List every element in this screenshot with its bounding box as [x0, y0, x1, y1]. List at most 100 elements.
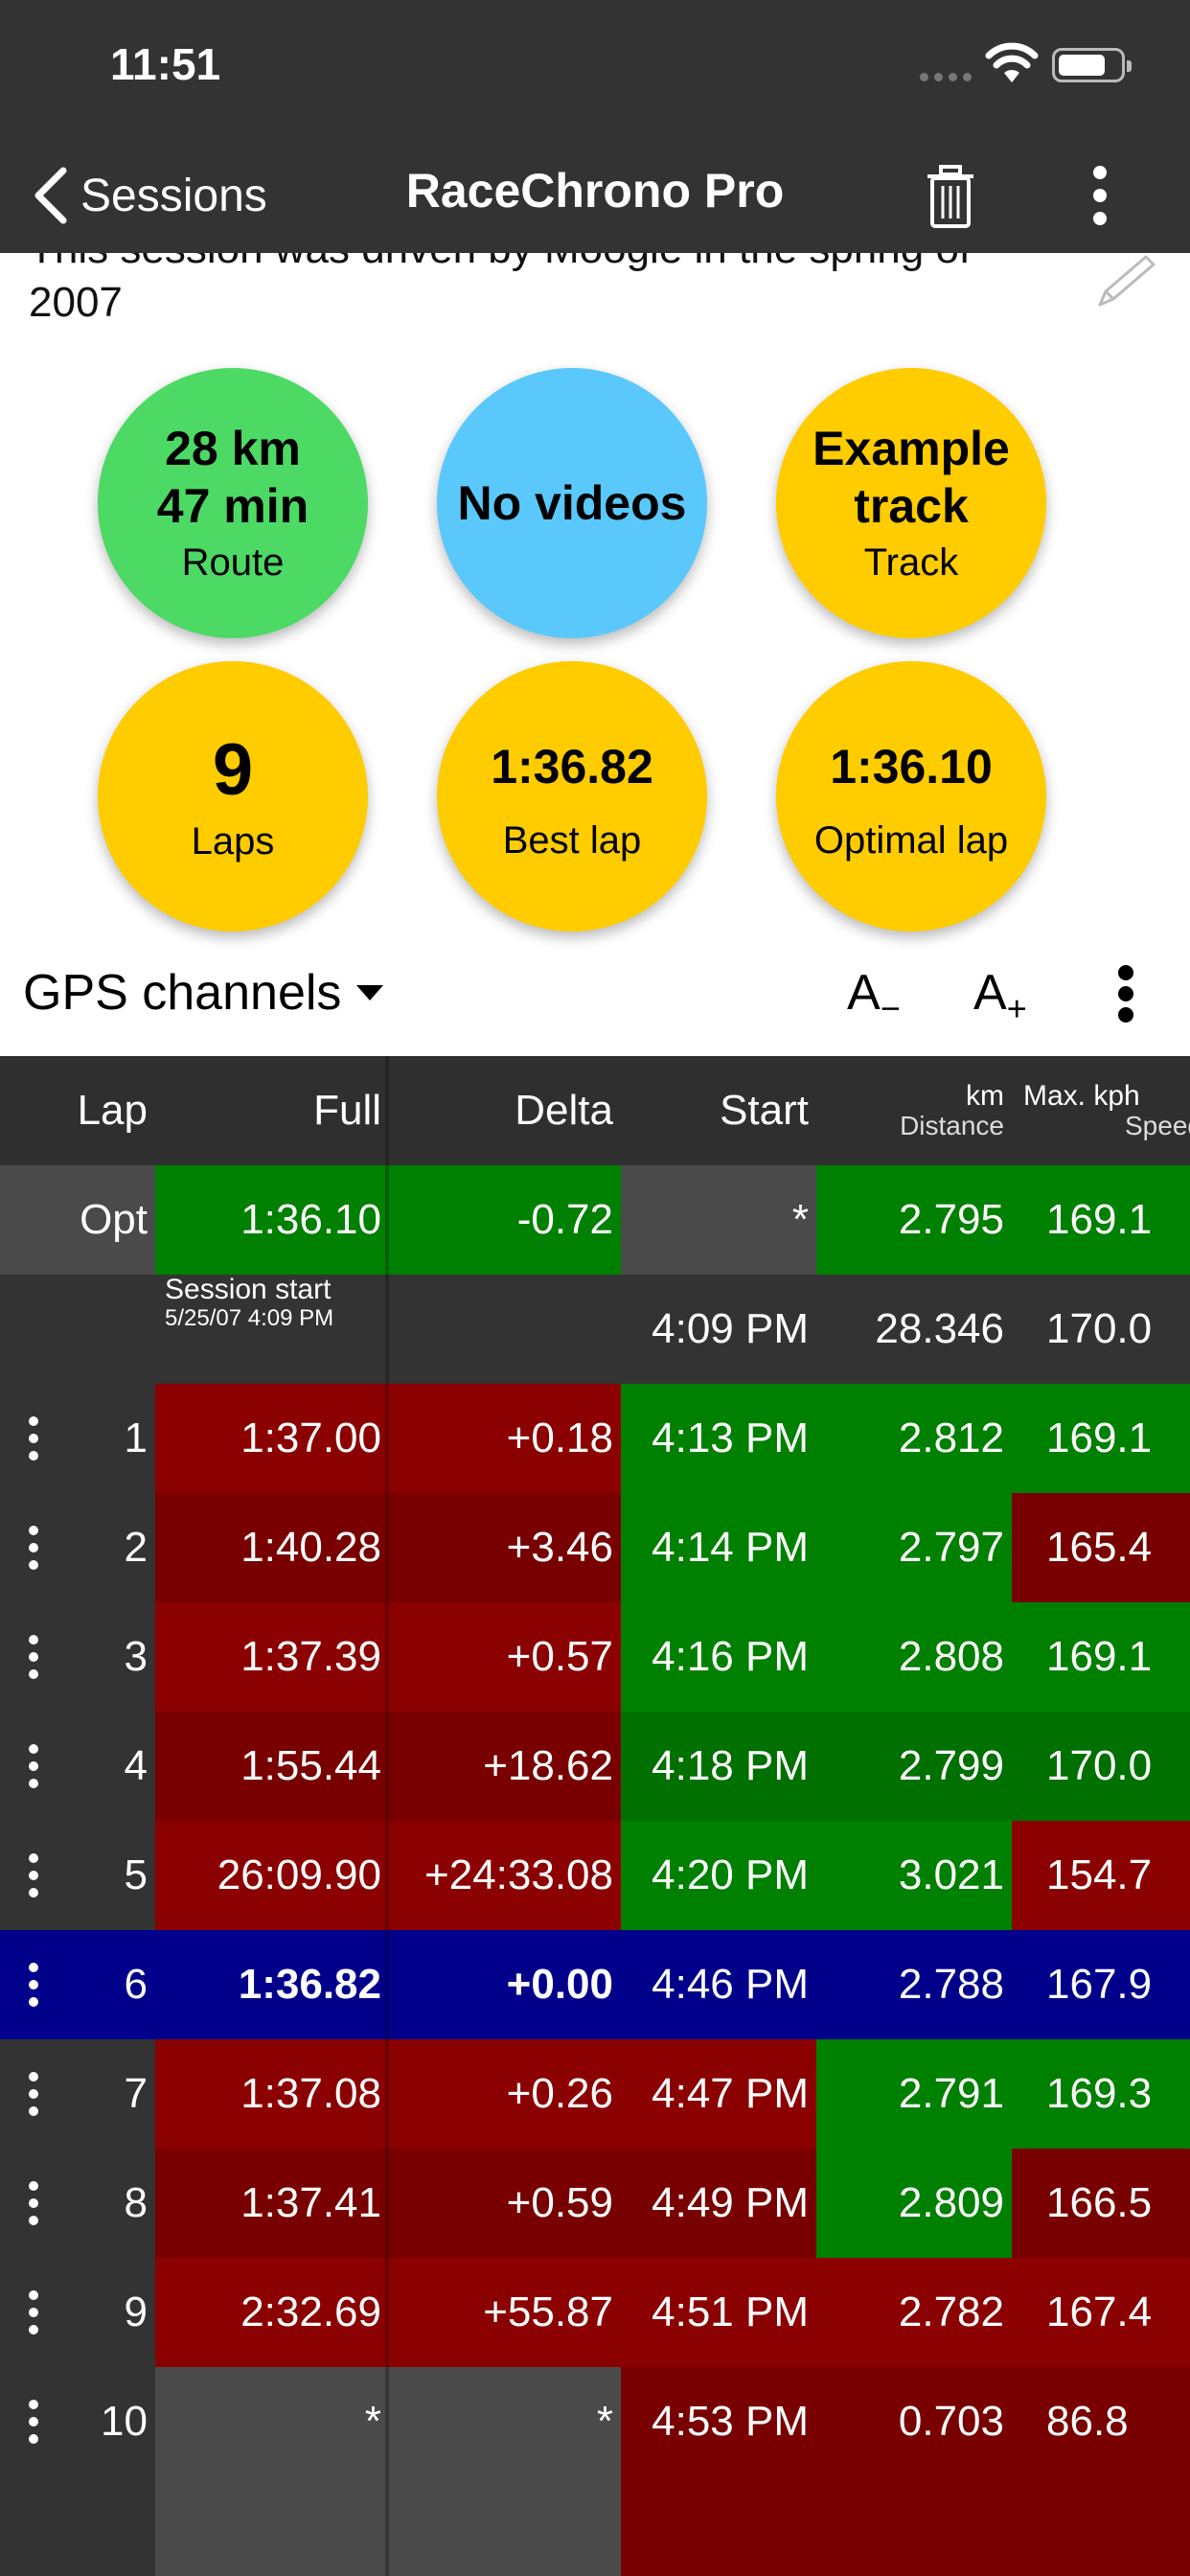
column-divider [385, 1056, 389, 2576]
row-menu-button[interactable] [0, 2367, 67, 2576]
optimal-lap-circle[interactable]: 1:36.10 Optimal lap [776, 661, 1046, 932]
row-menu-button[interactable] [0, 2258, 67, 2367]
description-container: This session was driven by Moogle in the… [0, 253, 1190, 330]
header-delta[interactable]: Delta [389, 1056, 621, 1165]
cell-distance: 2.782 [816, 2258, 1012, 2367]
cell-delta: * [389, 2367, 621, 2576]
cell-start: 4:49 PM [621, 2149, 816, 2258]
header-max-speed[interactable]: Max. kphSpeed [1012, 1056, 1190, 1165]
laps-circle[interactable]: 9 Laps [98, 661, 368, 932]
table-row[interactable]: 2 1:40.28 +3.46 4:14 PM 2.797 165.4 [0, 1493, 1190, 1602]
back-button-label: Sessions [80, 170, 267, 221]
edit-pencil-icon[interactable] [1092, 253, 1159, 310]
cell-distance: 2.808 [816, 1602, 1012, 1712]
cell-lap: 10 [67, 2367, 155, 2576]
row-menu-button[interactable] [0, 1602, 67, 1712]
route-value: 28 km 47 min [156, 422, 309, 533]
table-row[interactable]: 8 1:37.41 +0.59 4:49 PM 2.809 166.5 [0, 2149, 1190, 2258]
table-row[interactable]: 5 26:09.90 +24:33.08 4:20 PM 3.021 154.7 [0, 1821, 1190, 1930]
row-menu-button[interactable] [0, 1821, 67, 1930]
back-button[interactable]: Sessions [29, 157, 267, 234]
cell-max-speed: 165.4 [1012, 1493, 1190, 1602]
table-header: Lap Full Delta Start km Distance Max. kph… [0, 1056, 1190, 1165]
cell-delta: +0.59 [389, 2149, 621, 2258]
cell-delta: +0.26 [389, 2039, 621, 2149]
table-row[interactable]: 9 2:32.69 +55.87 4:51 PM 2.782 167.4 [0, 2258, 1190, 2367]
caret-down-icon [356, 985, 384, 1000]
font-increase-button[interactable]: A+ [973, 965, 1027, 1028]
cell-lap: 2 [67, 1493, 155, 1602]
row-menu-button[interactable] [0, 1384, 67, 1493]
cell-start: 4:18 PM [621, 1712, 816, 1821]
cell-full: 1:36.10 [155, 1165, 389, 1275]
cell-lap: 6 [67, 1930, 155, 2039]
more-options-icon [29, 1853, 38, 1898]
table-row[interactable]: 3 1:37.39 +0.57 4:16 PM 2.808 169.1 [0, 1602, 1190, 1712]
cell-start: 4:51 PM [621, 2258, 816, 2367]
cell-distance: 2.788 [816, 1930, 1012, 2039]
table-row[interactable]: 7 1:37.08 +0.26 4:47 PM 2.791 169.3 [0, 2039, 1190, 2149]
trash-icon[interactable] [922, 157, 979, 234]
cell-start: 4:47 PM [621, 2039, 816, 2149]
header-distance[interactable]: km Distance [816, 1056, 1012, 1165]
table-row[interactable]: 1 1:37.00 +0.18 4:13 PM 2.812 169.1 [0, 1384, 1190, 1493]
cell-delta: +0.00 [389, 1930, 621, 2039]
cellular-signal-icon [920, 73, 972, 81]
cell-delta: +0.57 [389, 1602, 621, 1712]
cell-distance: 2.795 [816, 1165, 1012, 1275]
best-lap-label: Best lap [502, 819, 642, 862]
gps-channels-dropdown[interactable]: GPS channels [23, 964, 384, 1022]
cell-full: 1:40.28 [155, 1493, 389, 1602]
table-row[interactable]: 10 * * 4:53 PM 0.703 86.8 [0, 2367, 1190, 2576]
row-menu-button[interactable] [0, 1712, 67, 1821]
more-options-icon [29, 2400, 38, 2444]
header-start[interactable]: Start [621, 1056, 816, 1165]
cell-full: 1:37.08 [155, 2039, 389, 2149]
cell-max-speed: 169.1 [1012, 1602, 1190, 1712]
table-row-session[interactable]: Session start 5/25/07 4:09 PM 4:09 PM 28… [0, 1275, 1190, 1384]
optimal-lap-label: Optimal lap [813, 819, 1009, 862]
session-description: This session was driven by Moogle in the… [29, 253, 971, 326]
cell-lap: 3 [67, 1602, 155, 1712]
row-menu-button[interactable] [0, 2039, 67, 2149]
cell-distance: 2.799 [816, 1712, 1012, 1821]
cell-start: 4:16 PM [621, 1602, 816, 1712]
cell-delta: +24:33.08 [389, 1821, 621, 1930]
cell-delta: +55.87 [389, 2258, 621, 2367]
cell-start: 4:09 PM [621, 1275, 816, 1384]
cell-distance: 0.703 [816, 2367, 1012, 2576]
cell-delta: +18.62 [389, 1712, 621, 1821]
track-value: Example track [812, 422, 1010, 533]
cell-delta: +0.18 [389, 1384, 621, 1493]
cell-max-speed: 169.3 [1012, 2039, 1190, 2149]
header-lap[interactable]: Lap [67, 1056, 155, 1165]
track-label: Track [863, 541, 959, 584]
cell-start: 4:20 PM [621, 1821, 816, 1930]
laps-table: Lap Full Delta Start km Distance Max. kph… [0, 1056, 1190, 2576]
cell-distance: 28.346 [816, 1275, 1012, 1384]
more-options-icon [29, 2072, 38, 2116]
row-menu-button[interactable] [0, 1493, 67, 1602]
table-row-best-lap[interactable]: 6 1:36.82 +0.00 4:46 PM 2.788 167.9 [0, 1930, 1190, 2039]
cell-distance: 3.021 [816, 1821, 1012, 1930]
best-lap-circle[interactable]: 1:36.82 Best lap [437, 661, 707, 932]
cell-distance: 2.809 [816, 2149, 1012, 2258]
more-options-icon[interactable] [1081, 157, 1119, 234]
row-menu-button[interactable] [0, 1930, 67, 2039]
cell-start: 4:46 PM [621, 1930, 816, 2039]
cell-start: * [621, 1165, 816, 1275]
table-row[interactable]: 4 1:55.44 +18.62 4:18 PM 2.799 170.0 [0, 1712, 1190, 1821]
header-full[interactable]: Full [155, 1056, 389, 1165]
cell-lap: 5 [67, 1821, 155, 1930]
more-options-icon[interactable] [1113, 964, 1138, 1024]
cell-lap: 1 [67, 1384, 155, 1493]
cell-full: 1:37.41 [155, 2149, 389, 2258]
font-decrease-button[interactable]: A− [847, 965, 901, 1028]
route-circle[interactable]: 28 km 47 min Route [98, 368, 368, 638]
session-start-label: Session start 5/25/07 4:09 PM [155, 1275, 389, 1384]
cell-delta: +3.46 [389, 1493, 621, 1602]
row-menu-button[interactable] [0, 2149, 67, 2258]
table-row-optimal[interactable]: Opt 1:36.10 -0.72 * 2.795 169.1 [0, 1165, 1190, 1275]
videos-circle[interactable]: No videos [437, 368, 707, 638]
track-circle[interactable]: Example track Track [776, 368, 1046, 638]
